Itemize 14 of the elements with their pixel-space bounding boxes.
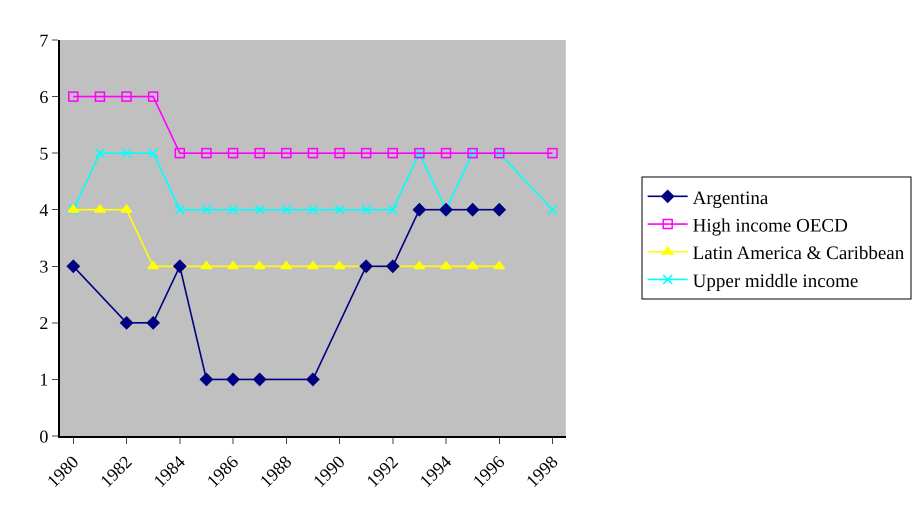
y-tick-label: 3 <box>39 256 48 277</box>
legend-label: Upper middle income <box>692 270 858 292</box>
x-tick-label: 1998 <box>522 452 562 492</box>
x-tick-label: 1990 <box>309 452 349 492</box>
y-tick-label: 2 <box>39 313 48 334</box>
y-tick-label: 0 <box>39 426 48 446</box>
y-tick-label: 5 <box>39 143 48 164</box>
legend-label: Latin America & Caribbean <box>692 243 905 264</box>
legend-label: High income OECD <box>692 215 848 236</box>
y-tick-label: 6 <box>39 86 48 107</box>
y-tick-label: 7 <box>39 30 48 50</box>
y-tick-label: 4 <box>39 200 48 220</box>
y-tick-label: 1 <box>39 370 48 390</box>
legend-label: Argentina <box>692 188 769 209</box>
